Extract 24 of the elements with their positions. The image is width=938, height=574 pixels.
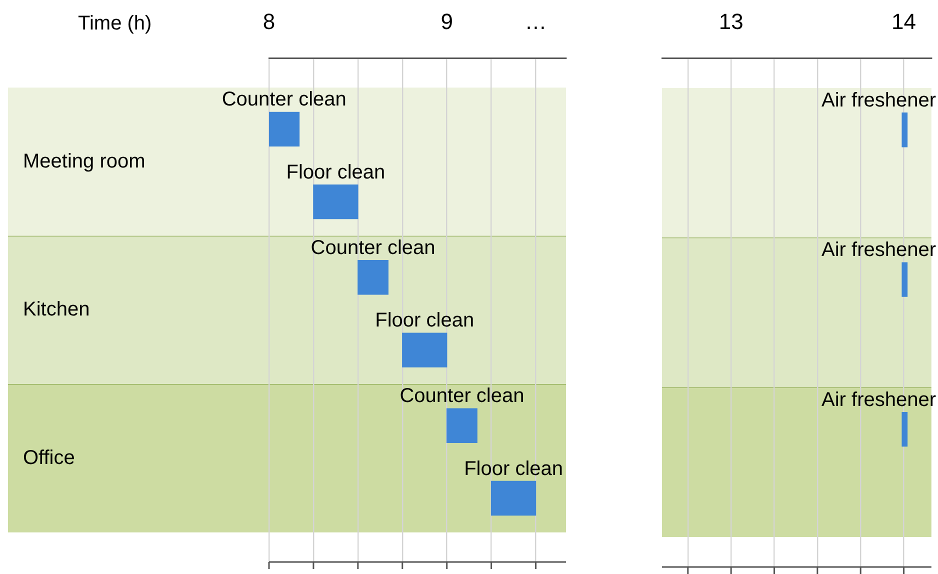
series-label: Counter clean — [222, 88, 346, 111]
x-axis-title: Time (h) — [78, 12, 152, 35]
bar — [490, 480, 536, 516]
x-tick-label: 8 — [262, 8, 276, 34]
series-label: Floor clean — [375, 310, 474, 332]
bar — [313, 184, 358, 220]
text: Air freshener — [822, 239, 936, 262]
text: Counter clean — [400, 385, 524, 408]
text: Air freshener — [822, 89, 936, 112]
y-tick-label: Kitchen — [23, 298, 90, 321]
text: Floor clean — [286, 161, 386, 184]
bar — [446, 408, 478, 443]
y-tick-label: Office — [23, 446, 75, 469]
x-tick-label: … — [524, 8, 547, 34]
text: Floor clean — [464, 458, 564, 480]
bar — [358, 260, 388, 295]
x-tick-label: 14 — [892, 8, 916, 34]
text: Counter clean — [310, 236, 436, 259]
y-tick-label: Meeting room — [23, 150, 146, 172]
series-label: Air freshener — [822, 388, 936, 411]
bar — [269, 112, 300, 146]
bar — [402, 332, 448, 368]
x-tick-label: 13 — [718, 8, 744, 34]
x-tick-label: 9 — [440, 8, 453, 34]
